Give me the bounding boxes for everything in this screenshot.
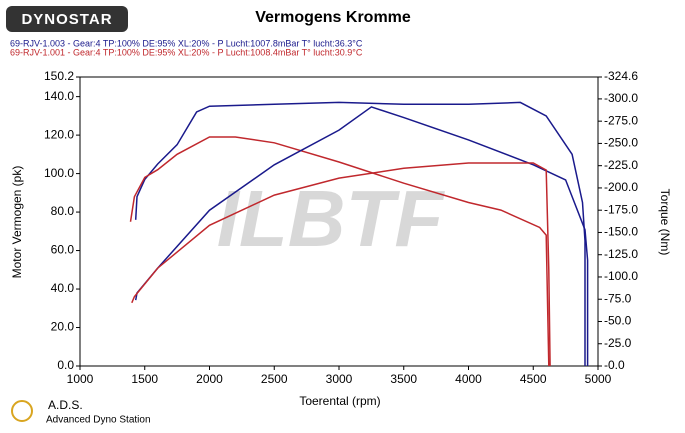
y-tick-label: 40.0 [51, 281, 75, 295]
legend-line: 69-RJV-1.003 - Gear:4 TP:100% DE:95% XL:… [10, 38, 363, 48]
chart-title: Vermogens Kromme [255, 9, 411, 26]
footer-brand: A.D.S. [48, 398, 83, 412]
series-line [134, 101, 586, 366]
x-tick-label: 5000 [585, 372, 612, 386]
x-tick-label: 3000 [326, 372, 353, 386]
x-tick-label: 3500 [390, 372, 417, 386]
logo-box [6, 6, 128, 32]
x-tick-label: 4500 [520, 372, 547, 386]
y-tick-label: 80.0 [51, 204, 75, 218]
legend-line: 69-RJV-1.001 - Gear:4 TP:100% DE:95% XL:… [10, 47, 363, 57]
y-axis-label: Motor Vermogen (pk) [10, 166, 24, 279]
x-tick-label: 2500 [261, 372, 288, 386]
y-tick-label: 150.2 [44, 69, 74, 83]
y2-tick-label: -100.0 [604, 269, 638, 283]
y2-tick-label: -125.0 [604, 247, 638, 261]
y2-tick-label: -150.0 [604, 225, 638, 239]
footer-icon [11, 400, 33, 422]
y-tick-label: 140.0 [44, 89, 74, 103]
x-axis-label: Toerental (rpm) [299, 394, 380, 408]
logo: DYNOSTAR [21, 11, 112, 28]
y-tick-label: 60.0 [51, 243, 75, 257]
x-tick-label: 1500 [131, 372, 158, 386]
series-line [131, 162, 551, 367]
y2-tick-label: -25.0 [604, 336, 632, 350]
y2-tick-label: -300.0 [604, 91, 638, 105]
y2-tick-label: -50.0 [604, 314, 632, 328]
y-tick-label: 20.0 [51, 320, 75, 334]
y-tick-label: 0.0 [57, 358, 74, 372]
series-line [134, 106, 589, 366]
series-line [129, 136, 550, 367]
x-tick-label: 4000 [455, 372, 482, 386]
y-tick-label: 100.0 [44, 166, 74, 180]
y2-tick-label: -250.0 [604, 136, 638, 150]
y2-tick-label: -324.6 [604, 69, 638, 83]
y2-tick-label: -275.0 [604, 113, 638, 127]
y2-tick-label: -200.0 [604, 180, 638, 194]
y-tick-label: 120.0 [44, 127, 74, 141]
x-tick-label: 2000 [196, 372, 223, 386]
y2-axis-label: Torque (Nm) [658, 189, 672, 256]
x-tick-label: 1000 [67, 372, 94, 386]
y2-tick-label: -225.0 [604, 158, 638, 172]
footer-subtitle: Advanced Dyno Station [46, 415, 151, 426]
y2-tick-label: -175.0 [604, 202, 638, 216]
watermark: ILBTF [217, 174, 446, 263]
y2-tick-label: -0.0 [604, 358, 625, 372]
y2-tick-label: -75.0 [604, 291, 632, 305]
